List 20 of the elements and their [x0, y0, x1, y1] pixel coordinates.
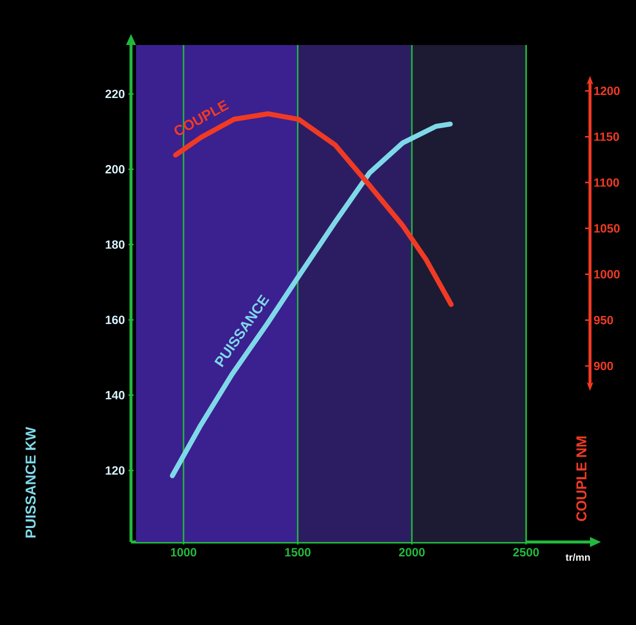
y-tick-label: 140 — [106, 390, 124, 400]
y-tick-label: 180 — [106, 240, 124, 249]
y-tick-label: 160 — [106, 316, 124, 324]
y2-tick-label: 950 — [594, 316, 613, 324]
y-tick-label: 200 — [105, 165, 124, 174]
x-tick-label: 2000 — [399, 548, 425, 556]
y-tick-label: 220 — [105, 90, 124, 98]
y2-axis-title: COUPLE NM — [576, 436, 586, 522]
y2-tick-label: 1100 — [594, 178, 619, 187]
x-tick-label: 1500 — [285, 548, 311, 556]
y2-tick-label: 1000 — [594, 270, 620, 278]
x-tick-label: 2500 — [513, 548, 539, 556]
y-axis-title: PUISSANCE KW — [26, 426, 36, 538]
x-tick-label: 1000 — [170, 548, 196, 556]
y-tick-label: 120 — [106, 466, 124, 475]
y2-tick-label: 1150 — [594, 132, 619, 141]
y2-tick-label: 1050 — [594, 224, 620, 233]
y2-tick-label: 900 — [594, 362, 613, 370]
x-axis-title: tr/mn — [566, 553, 590, 561]
y2-tick-label: 1200 — [594, 86, 620, 96]
